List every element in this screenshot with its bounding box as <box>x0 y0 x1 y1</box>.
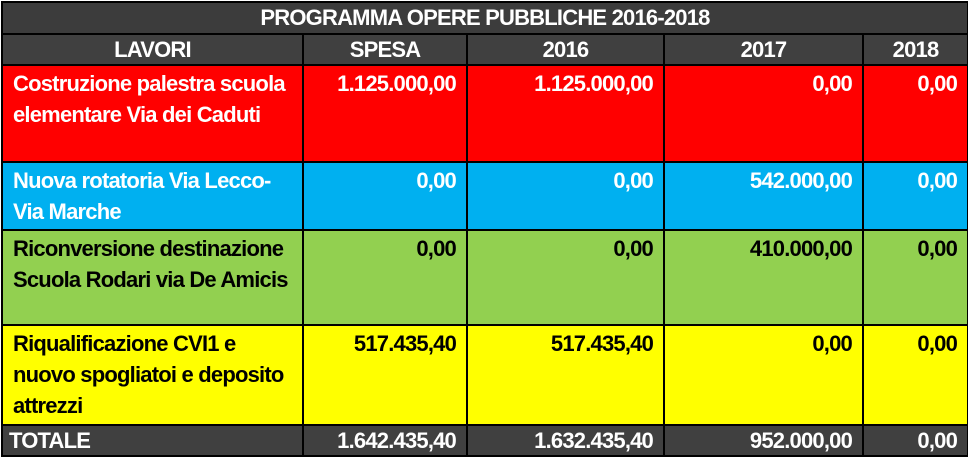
title-row: PROGRAMMA OPERE PUBBLICHE 2016-2018 <box>0 1 968 35</box>
column-header: 2018 <box>861 33 968 66</box>
total-amount: 1.642.435,40 <box>302 424 468 457</box>
amount-cell: 410.000,00 <box>663 229 864 326</box>
header-row: LAVORI SPESA 2016 2017 2018 <box>1 33 968 66</box>
amount-cell: 0,00 <box>466 229 665 326</box>
amount-cell: 517.435,40 <box>302 324 468 426</box>
table-body: Costruzione palestra scuola elementare V… <box>1 64 968 457</box>
amount-cell: 0,00 <box>861 324 968 426</box>
amount-cell: 1.125.000,00 <box>302 64 468 163</box>
table-row: Nuova rotatoria Via Lecco-Via Marche 0,00… <box>1 161 968 231</box>
total-row: TOTALE 1.642.435,40 1.632.435,40 952.000,00… <box>1 424 968 457</box>
total-label: TOTALE <box>1 424 304 457</box>
table-row: Costruzione palestra scuola elementare V… <box>1 64 968 163</box>
total-amount: 1.632.435,40 <box>466 424 665 457</box>
work-description: Riqualificazione CVI1 e nuovo spogliatoi… <box>1 324 304 426</box>
amount-cell: 1.125.000,00 <box>466 64 665 163</box>
amount-cell: 0,00 <box>861 64 968 163</box>
column-header: 2017 <box>663 33 864 66</box>
amount-cell: 0,00 <box>861 161 968 231</box>
column-header: 2016 <box>466 33 665 66</box>
amount-cell: 0,00 <box>663 64 864 163</box>
amount-cell: 0,00 <box>302 229 468 326</box>
work-description: Riconversione destinazione Scuola Rodari… <box>1 229 304 326</box>
table-row: Riconversione destinazione Scuola Rodari… <box>1 229 968 326</box>
work-description: Nuova rotatoria Via Lecco-Via Marche <box>1 161 304 231</box>
column-header: SPESA <box>302 33 468 66</box>
amount-cell: 0,00 <box>466 161 665 231</box>
amount-cell: 0,00 <box>861 229 968 326</box>
amount-cell: 0,00 <box>302 161 468 231</box>
amount-cell: 542.000,00 <box>663 161 864 231</box>
amount-cell: 517.435,40 <box>466 324 665 426</box>
total-amount: 952.000,00 <box>663 424 864 457</box>
column-header: LAVORI <box>1 33 304 66</box>
work-description: Costruzione palestra scuola elementare V… <box>1 64 304 163</box>
amount-cell: 0,00 <box>663 324 864 426</box>
total-amount: 0,00 <box>861 424 968 457</box>
table-title: PROGRAMMA OPERE PUBBLICHE 2016-2018 <box>0 1 968 35</box>
table-row: Riqualificazione CVI1 e nuovo spogliatoi… <box>1 324 968 426</box>
